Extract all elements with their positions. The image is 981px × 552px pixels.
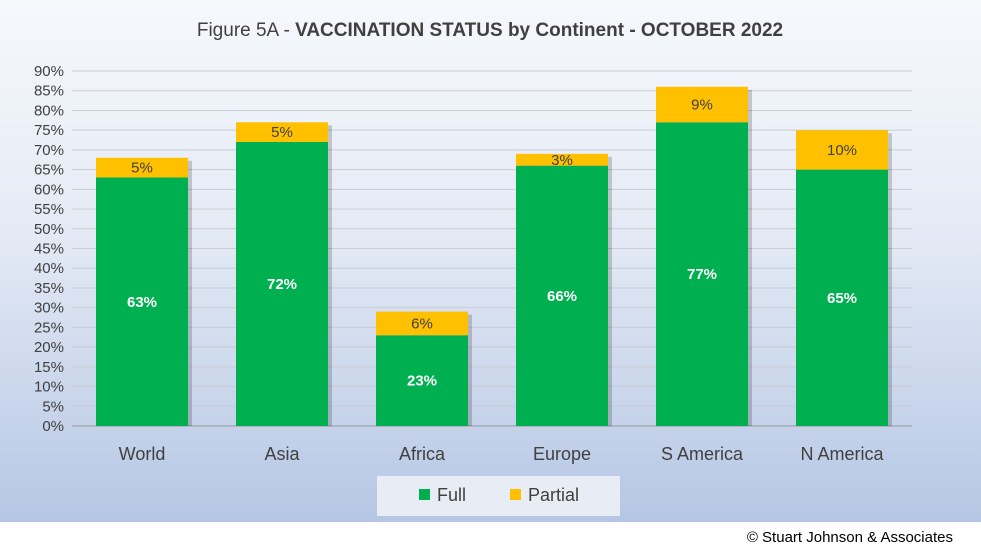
legend-label-partial: Partial — [528, 485, 579, 505]
y-tick-label: 65% — [34, 162, 64, 179]
bar-partial — [236, 122, 328, 142]
bar-partial — [376, 311, 468, 336]
legend-swatch-full — [419, 489, 430, 500]
bar-full — [96, 177, 188, 426]
bar-full — [516, 165, 608, 426]
x-category-label: Africa — [399, 444, 446, 464]
data-label-partial: 5% — [131, 160, 153, 177]
y-tick-label: 60% — [34, 181, 64, 198]
data-label-partial: 6% — [411, 315, 433, 332]
y-tick-label: 45% — [34, 241, 64, 258]
copyright: © Stuart Johnson & Associates — [746, 529, 953, 546]
legend-swatch-partial — [510, 489, 521, 500]
y-tick-label: 40% — [34, 260, 64, 277]
data-label-partial: 3% — [551, 152, 573, 169]
chart-title-main: VACCINATION STATUS by Continent - OCTOBE… — [295, 20, 783, 41]
y-tick-label: 25% — [34, 319, 64, 336]
y-tick-label: 70% — [34, 142, 64, 159]
chart: Figure 5A - VACCINATION STATUS by Contin… — [34, 20, 912, 516]
x-category-label: Europe — [533, 444, 591, 464]
chart-title: Figure 5A - VACCINATION STATUS by Contin… — [197, 20, 783, 41]
y-tick-label: 0% — [42, 418, 64, 435]
y-tick-label: 75% — [34, 122, 64, 139]
legend: Full Partial — [377, 476, 620, 516]
y-tick-label: 30% — [34, 300, 64, 317]
y-tick-label: 15% — [34, 359, 64, 376]
bar-full — [796, 169, 888, 426]
bars: 63% 5% 72% 5% 23% 6% 66% 3% 77% 9% 65% 10% — [96, 86, 892, 427]
y-tick-label: 80% — [34, 102, 64, 119]
data-label-partial: 9% — [691, 97, 713, 114]
data-label-full: 23% — [407, 373, 437, 390]
y-tick-label: 5% — [42, 398, 64, 415]
bar-partial — [96, 157, 188, 178]
data-label-full: 65% — [827, 290, 857, 307]
y-tick-label: 55% — [34, 201, 64, 218]
bar-partial — [796, 130, 888, 170]
x-category-label: N America — [800, 444, 884, 464]
y-tick-label: 50% — [34, 221, 64, 238]
data-label-full: 77% — [687, 266, 717, 283]
y-tick-label: 35% — [34, 280, 64, 297]
y-axis-ticks: 0% 5% 10% 15% 20% 25% 30% 35% 40% 45% 50% 55% 60% 65%… — [34, 63, 64, 435]
legend-label-full: Full — [437, 485, 466, 505]
x-category-label: World — [119, 444, 166, 464]
y-tick-label: 20% — [34, 339, 64, 356]
data-label-partial: 10% — [827, 142, 857, 159]
gridlines — [72, 70, 912, 427]
data-label-full: 63% — [127, 294, 157, 311]
data-label-full: 66% — [547, 288, 577, 305]
bar-full — [236, 142, 328, 426]
x-axis-labels: World Asia Africa Europe S America N America — [119, 444, 885, 464]
data-label-partial: 5% — [271, 124, 293, 141]
y-tick-label: 85% — [34, 83, 64, 100]
bar-partial — [516, 153, 608, 166]
data-label-full: 72% — [267, 276, 297, 293]
x-category-label: Asia — [264, 444, 300, 464]
chart-title-prefix: Figure 5A - — [197, 20, 295, 41]
bar-full — [376, 335, 468, 426]
x-category-label: S America — [661, 444, 744, 464]
bar-full — [656, 122, 748, 427]
y-tick-label: 10% — [34, 379, 64, 396]
legend-box — [377, 476, 620, 516]
bar-partial — [656, 86, 748, 123]
y-tick-label: 90% — [34, 63, 64, 80]
